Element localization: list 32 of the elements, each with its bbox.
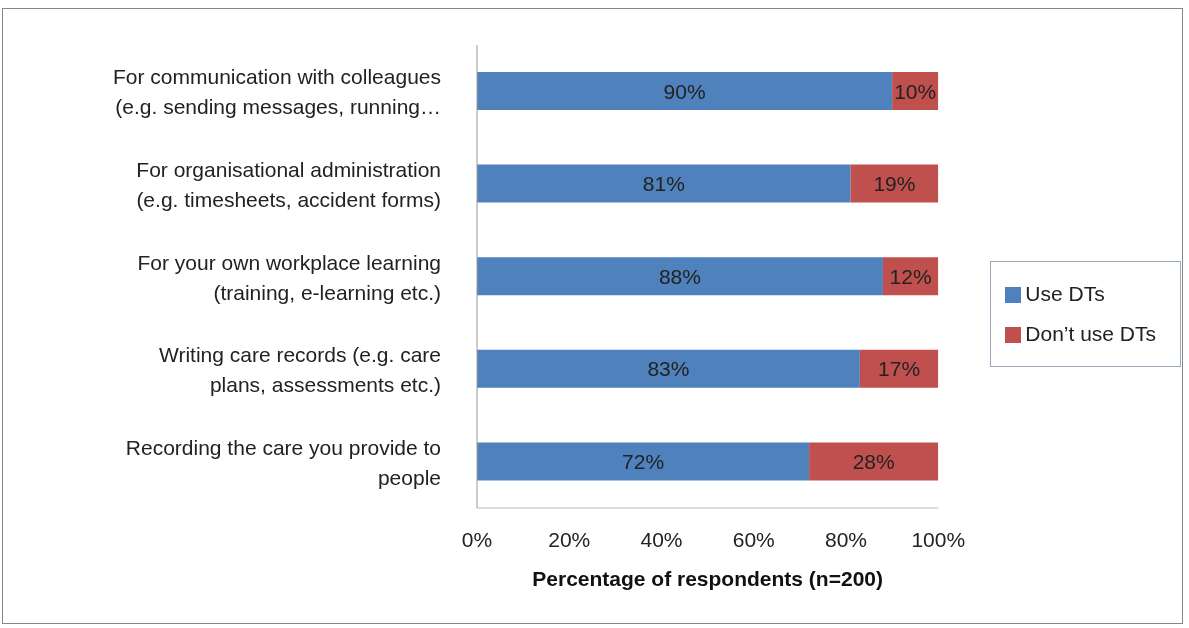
x-axis-title: Percentage of respondents (n=200) — [532, 567, 883, 590]
x-tick-label: 60% — [732, 527, 775, 551]
x-tick-label: 20% — [548, 527, 591, 551]
bar — [477, 257, 883, 296]
bar — [809, 442, 939, 481]
data-label: 83% — [647, 357, 690, 381]
y-tick-label: For communication with colleagues (e.g. sending messages, running… — [113, 64, 441, 118]
bar — [477, 164, 851, 203]
y-tick-label: Recording the care you provide to people — [125, 435, 441, 489]
legend-label: Don’t use DTs — [1025, 322, 1156, 345]
data-label: 88% — [658, 264, 701, 288]
data-label: 72% — [622, 449, 665, 473]
bar — [477, 442, 810, 481]
x-tick-label: 100% — [911, 527, 966, 551]
data-label: 19% — [873, 172, 916, 196]
data-label: 10% — [894, 79, 937, 103]
data-label: 12% — [889, 264, 932, 288]
y-tick-label: For organisational administration (e.g. timesheets, accident forms) — [136, 157, 441, 211]
y-tick-label: For your own workplace learning (training, e-learning etc.) — [137, 250, 441, 303]
x-tick-label: 80% — [825, 527, 868, 551]
legend-label: Use DTs — [1025, 282, 1105, 305]
bar — [850, 164, 939, 203]
bar — [477, 72, 893, 110]
x-tick-label: 0% — [461, 527, 493, 551]
x-tick-label: 40% — [640, 527, 683, 551]
bar — [859, 349, 939, 388]
data-label: 28% — [852, 449, 895, 473]
data-label: 17% — [878, 357, 921, 381]
y-tick-label: Writing care records (e.g. care plans, assessments etc.) — [158, 342, 441, 396]
data-label: 81% — [642, 172, 685, 196]
data-label: 90% — [663, 79, 706, 103]
bar — [477, 349, 860, 388]
